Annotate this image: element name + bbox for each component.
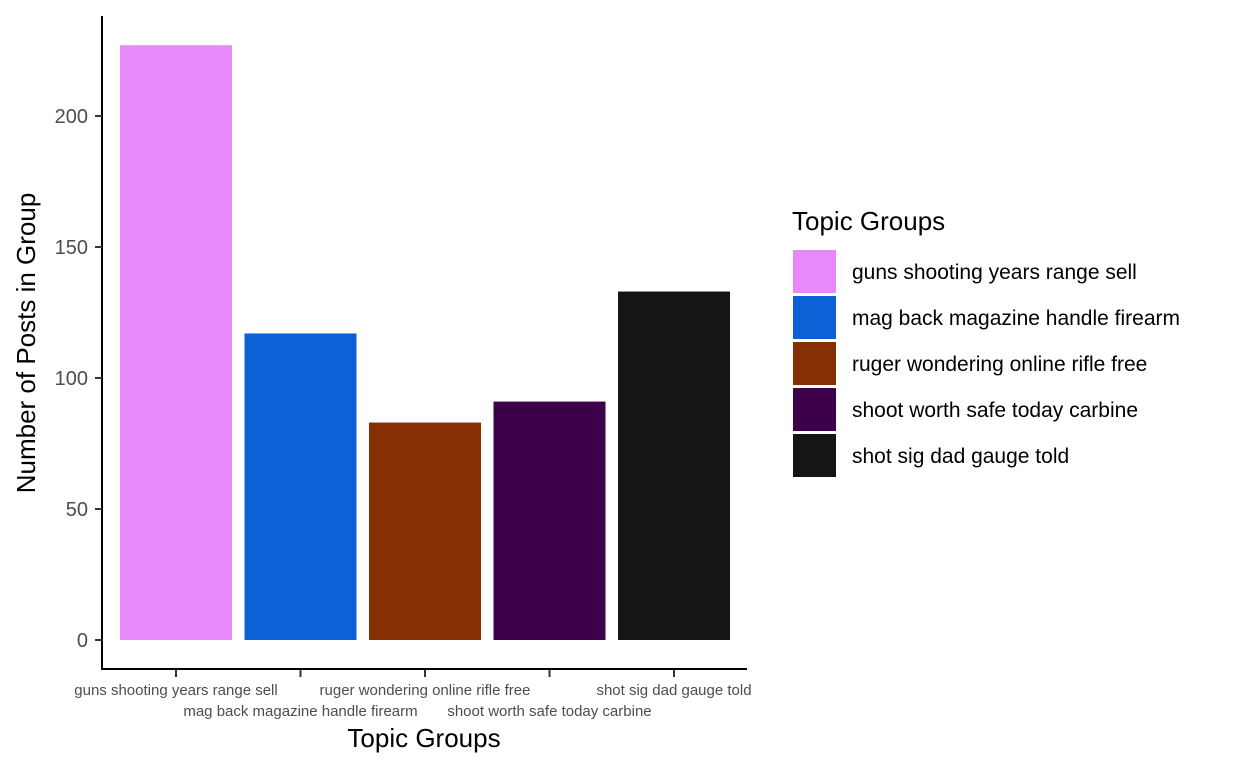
x-tick-label: ruger wondering online rifle free [320, 682, 531, 699]
y-tick-label: 200 [55, 106, 88, 128]
bars-layer [120, 45, 730, 640]
bar-3 [369, 422, 481, 640]
x-tick-label: guns shooting years range sell [74, 682, 277, 699]
bar-2 [244, 333, 357, 640]
bar-1 [120, 45, 232, 640]
legend-label-2: mag back magazine handle firearm [852, 307, 1180, 330]
legend: Topic Groups guns shooting years range s… [792, 206, 1180, 477]
bar-4 [493, 401, 606, 640]
y-tick-label: 0 [77, 630, 88, 652]
x-axis-title: Topic Groups [347, 723, 500, 753]
legend-key-1 [793, 250, 836, 293]
legend-title: Topic Groups [792, 206, 945, 236]
legend-label-3: ruger wondering online rifle free [852, 353, 1147, 376]
x-tick-label: shoot worth safe today carbine [447, 703, 651, 720]
legend-label-1: guns shooting years range sell [852, 261, 1137, 284]
legend-key-2 [793, 296, 836, 339]
y-axis-title: Number of Posts in Group [11, 193, 41, 494]
y-tick-label: 150 [55, 237, 88, 259]
legend-label-5: shot sig dad gauge told [852, 445, 1069, 468]
x-tick-label: mag back magazine handle firearm [183, 703, 417, 720]
legend-label-4: shoot worth safe today carbine [852, 399, 1138, 422]
x-ticks: guns shooting years range sell mag back m… [74, 670, 752, 720]
legend-key-3 [793, 342, 836, 385]
x-tick-label: shot sig dad gauge told [596, 682, 751, 699]
legend-key-5 [793, 434, 836, 477]
axes-layer [101, 16, 747, 670]
bar-5 [618, 291, 730, 640]
y-tick-label: 50 [66, 499, 88, 521]
legend-key-4 [793, 388, 836, 431]
y-tick-label: 100 [55, 368, 88, 390]
y-ticks: 0 50 100 150 200 [55, 106, 102, 652]
